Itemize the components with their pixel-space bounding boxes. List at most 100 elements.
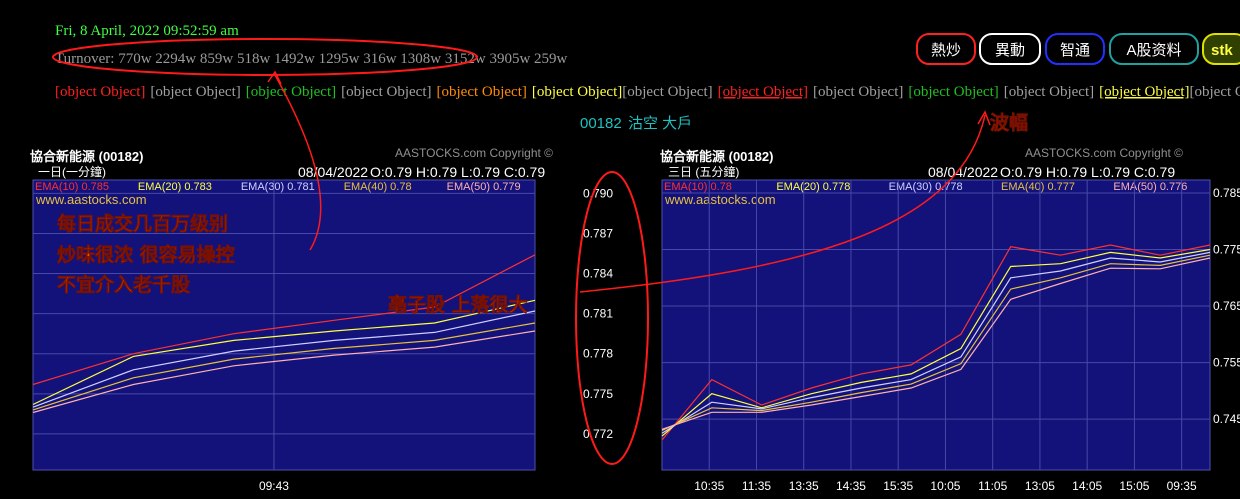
ema-label: EMA(20) 0.778 bbox=[776, 181, 850, 193]
stat: [object Object] bbox=[55, 84, 145, 100]
copyright: AASTOCKS.com Copyright © bbox=[1025, 146, 1183, 160]
ohlc: O:0.79 H:0.79 L:0.79 C:0.79 bbox=[370, 164, 545, 180]
stat: [object Object] bbox=[246, 84, 336, 100]
stat: [object Object] bbox=[150, 84, 240, 100]
y-tick-label: 0.765 bbox=[1213, 299, 1240, 313]
x-tick-label: 10:35 bbox=[694, 479, 724, 493]
period: 三日 (五分鐘) bbox=[668, 164, 739, 179]
ema-line bbox=[661, 257, 1211, 430]
plot-area bbox=[661, 179, 1211, 471]
y-tick-label: 0.745 bbox=[1213, 412, 1240, 426]
turnover: Turnover: 770w 2294w 859w 518w 1492w 129… bbox=[55, 51, 568, 67]
ema-line bbox=[32, 330, 536, 414]
ema-line bbox=[661, 248, 1211, 437]
charts: 協合新能源 (00182) AASTOCKS.com Copyright © 一日(… bbox=[30, 146, 1240, 493]
x-tick-label: 14:35 bbox=[836, 479, 866, 493]
y-tick-label: 0.781 bbox=[583, 307, 613, 321]
toolbar-button[interactable]: 熱炒 bbox=[916, 33, 976, 65]
ema-line bbox=[32, 299, 536, 406]
ema-line bbox=[32, 322, 536, 411]
plot-area bbox=[32, 179, 536, 471]
x-tick-label: 15:35 bbox=[883, 479, 913, 493]
ema-label: EMA(40) 0.78 bbox=[344, 181, 412, 193]
y-tick-label: 0.775 bbox=[1213, 243, 1240, 257]
copyright: AASTOCKS.com Copyright © bbox=[395, 146, 553, 160]
stat: [object Object] bbox=[718, 84, 808, 100]
note: 每日成交几百万级别 bbox=[57, 212, 228, 235]
ema-label: EMA(30) 0.781 bbox=[241, 181, 315, 193]
y-tick-label: 0.778 bbox=[583, 347, 613, 361]
button-label: 異動 bbox=[995, 42, 1025, 59]
button-label: A股资料 bbox=[1126, 42, 1181, 59]
ema-label: EMA(40) 0.777 bbox=[1001, 181, 1075, 193]
period: 一日(一分鐘) bbox=[38, 164, 106, 179]
stock-code[interactable]: 00182 bbox=[580, 115, 622, 132]
chart-title: 協合新能源 (00182) bbox=[30, 149, 143, 164]
stat: [object Object] bbox=[813, 84, 903, 100]
ema-line bbox=[32, 254, 536, 386]
stat: [object Object] bbox=[1190, 84, 1240, 100]
stat: [object Object] bbox=[437, 84, 527, 100]
arrow bbox=[274, 74, 322, 251]
ema-label: EMA(10) 0.785 bbox=[35, 181, 109, 193]
toolbar-button[interactable]: 智通 bbox=[1045, 33, 1105, 65]
arrow bbox=[579, 114, 986, 293]
x-tick-label: 14:05 bbox=[1072, 479, 1102, 493]
toolbar-button[interactable]: A股资料 bbox=[1109, 33, 1199, 65]
short-links[interactable]: 沽空 大戶 bbox=[628, 115, 692, 132]
button-frame bbox=[1109, 33, 1199, 65]
y-tick-label: 0.785 bbox=[1213, 186, 1240, 200]
site: www.aastocks.com bbox=[664, 192, 776, 207]
x-tick-label: 11:05 bbox=[978, 479, 1007, 493]
ema-label: EMA(50) 0.776 bbox=[1113, 181, 1187, 193]
x-tick-label: 09:35 bbox=[1167, 479, 1197, 493]
x-tick-label: 10:05 bbox=[930, 479, 960, 493]
highlight-oval bbox=[575, 171, 649, 465]
x-tick-label: 13:35 bbox=[789, 479, 819, 493]
button-label: stk bbox=[1211, 42, 1233, 59]
button-frame bbox=[1202, 33, 1240, 65]
note: 不宜介入老千股 bbox=[57, 273, 190, 296]
ema-label: EMA(10) 0.78 bbox=[664, 181, 732, 193]
stats-line: [object Object] [object Object] [object Ob… bbox=[55, 80, 1240, 101]
note: 炒味很浓 很容易操控 bbox=[57, 243, 235, 266]
button-frame bbox=[1045, 33, 1105, 65]
x-tick-label: 13:05 bbox=[1025, 479, 1055, 493]
chart-title: 協合新能源 (00182) bbox=[660, 149, 773, 164]
stat: [object Object] bbox=[908, 84, 998, 100]
stat: [object Object] bbox=[1004, 84, 1094, 100]
arrow-head bbox=[977, 110, 991, 126]
y-tick-label: 0.790 bbox=[583, 186, 613, 200]
highlight-oval bbox=[52, 38, 478, 76]
stat: [object Object] bbox=[532, 84, 622, 100]
toolbar-button[interactable]: stk bbox=[1202, 33, 1240, 65]
range-note: 波幅 bbox=[990, 111, 1028, 134]
x-tick-label: 09:43 bbox=[259, 479, 289, 493]
chart-date: 08/04/2022 bbox=[928, 164, 998, 180]
y-tick-label: 0.787 bbox=[583, 226, 613, 240]
ema-label: EMA(50) 0.779 bbox=[447, 181, 521, 193]
y-tick-label: 0.775 bbox=[583, 387, 613, 401]
note: 亳子股 上落很大 bbox=[388, 293, 528, 316]
ohlc: O:0.79 H:0.79 L:0.79 C:0.79 bbox=[1000, 164, 1175, 180]
toolbar-button[interactable]: 異動 bbox=[979, 33, 1041, 65]
toolbar: 熱炒 異動 智通 A股资料 stk bbox=[916, 33, 1240, 65]
button-frame bbox=[916, 33, 976, 65]
stat: [object Object] bbox=[622, 84, 712, 100]
ema-label: EMA(30) 0.778 bbox=[889, 181, 963, 193]
y-tick-label: 0.755 bbox=[1213, 356, 1240, 370]
stat: [object Object] bbox=[341, 84, 431, 100]
button-frame bbox=[979, 33, 1041, 65]
ema-line bbox=[32, 310, 536, 408]
chart-date: 08/04/2022 bbox=[298, 164, 368, 180]
x-tick-label: 11:35 bbox=[742, 479, 771, 493]
ema-line bbox=[661, 251, 1211, 434]
stat: [object Object] bbox=[1099, 84, 1189, 100]
ema-line bbox=[661, 244, 1211, 441]
button-label: 智通 bbox=[1060, 41, 1090, 59]
arrow-head bbox=[267, 70, 282, 85]
site: www.aastocks.com bbox=[35, 192, 147, 207]
ema-label: EMA(20) 0.783 bbox=[138, 181, 212, 193]
